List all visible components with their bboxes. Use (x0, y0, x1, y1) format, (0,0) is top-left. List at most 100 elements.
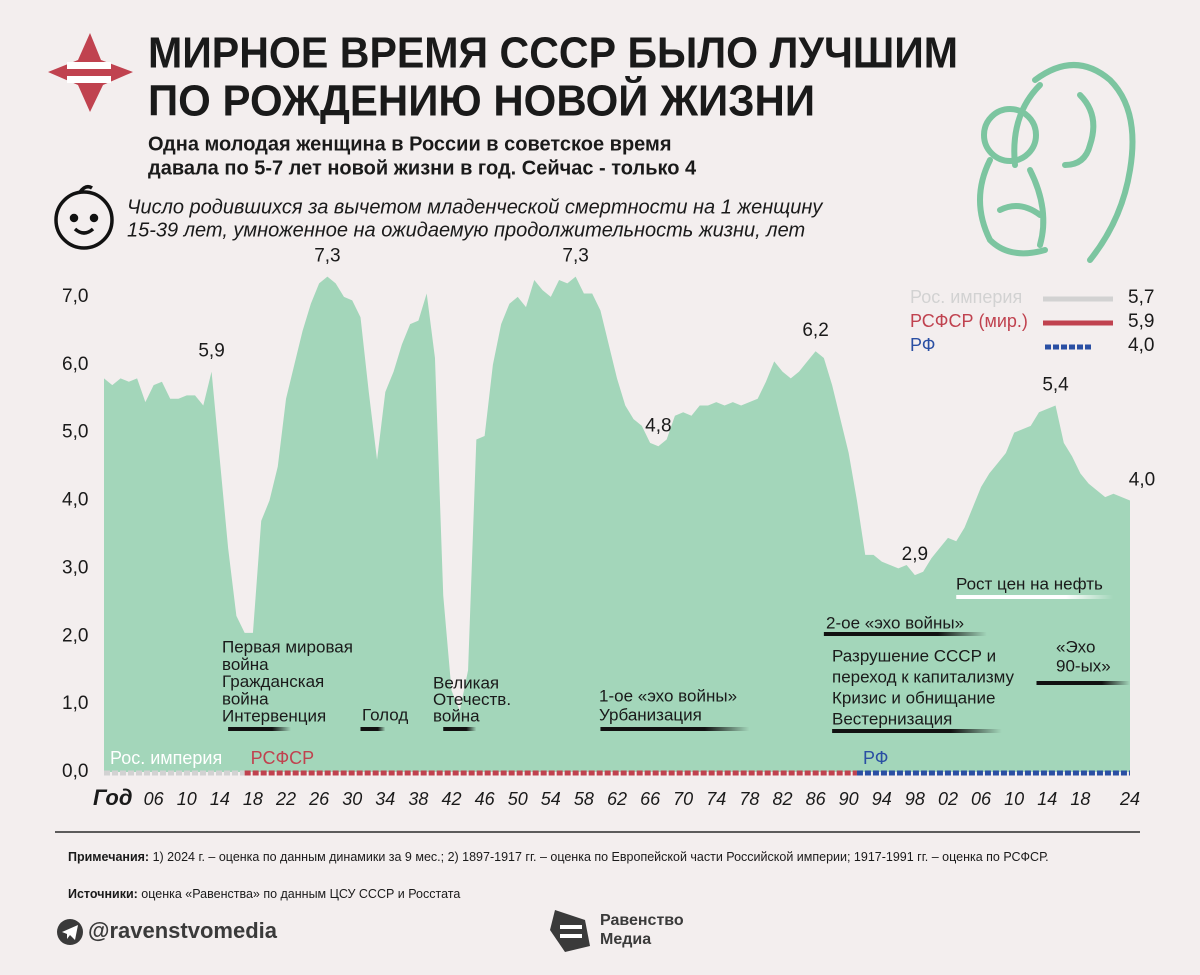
event-label: Вестернизация (832, 709, 952, 728)
point-label: 4,0 (1129, 470, 1155, 491)
x-tick-label: 34 (375, 789, 395, 809)
legend-label: РФ (910, 335, 936, 355)
x-tick-label: 90 (839, 789, 859, 809)
x-tick-label: 14 (1037, 789, 1057, 809)
event-label: Интервенция (222, 707, 326, 726)
event-label: «Эхо (1056, 637, 1095, 656)
x-tick-label: 26 (308, 789, 330, 809)
period-label: Рос. империя (110, 748, 222, 768)
event-label: Разрушение СССР и (832, 646, 996, 665)
y-tick-label: 2,0 (62, 625, 88, 646)
x-tick-label: 18 (1070, 789, 1090, 809)
event-bar (956, 595, 1114, 599)
subtitle: давала по 5-7 лет новой жизни в год. Сей… (148, 157, 697, 179)
point-label: 7,3 (314, 246, 340, 267)
x-tick-label: 82 (772, 789, 792, 809)
x-tick-label: 50 (508, 789, 528, 809)
event-label: 2-ое «эхо войны» (826, 613, 964, 632)
mother-illustration (977, 62, 1136, 263)
event-bar (600, 727, 750, 731)
y-tick-label: 6,0 (62, 354, 88, 375)
x-tick-label: 10 (1004, 789, 1024, 809)
event-label: Урбанизация (599, 705, 702, 724)
logo-text: Медиа (600, 931, 651, 948)
event-label: война (222, 655, 269, 674)
y-tick-label: 5,0 (62, 422, 88, 443)
logo-shape (550, 910, 590, 952)
x-tick-label: 18 (243, 789, 263, 809)
x-tick-label: 86 (806, 789, 827, 809)
notes: Примечания: 1) 2024 г. – оценка по данны… (68, 850, 1108, 865)
logo-text: Равенство (600, 912, 684, 929)
x-tick-label: 62 (607, 789, 627, 809)
event-bar (1036, 681, 1130, 685)
x-tick-label: 78 (739, 789, 759, 809)
legend-label: Рос. империя (910, 287, 1022, 307)
x-tick-label: 10 (177, 789, 197, 809)
x-axis-label: Год (93, 785, 132, 810)
logo-icon (550, 910, 590, 952)
y-tick-label: 4,0 (62, 490, 88, 511)
x-tick-label: 42 (442, 789, 462, 809)
event-bar (823, 632, 987, 636)
baby-icon (54, 184, 114, 250)
x-tick-label: 70 (673, 789, 693, 809)
telegram-plane (62, 925, 78, 940)
event-label: 90-ых» (1056, 656, 1111, 675)
event-bar (360, 727, 386, 731)
event-label: Кризис и обнищание (832, 688, 995, 707)
point-label: 5,4 (1042, 375, 1069, 396)
x-tick-label: 74 (706, 789, 726, 809)
x-tick-label: 58 (574, 789, 594, 809)
event-label: Отечеств. (433, 690, 511, 709)
title: ПО РОЖДЕНИЮ НОВОЙ ЖИЗНИ (148, 75, 815, 126)
event-label: Первая мировая (222, 637, 353, 656)
x-tick-label: 14 (210, 789, 230, 809)
sources-text: оценка «Равенства» по данным ЦСУ СССР и … (141, 887, 461, 901)
logo-bar (560, 934, 582, 938)
x-tick-label: 98 (905, 789, 925, 809)
legend-value: 5,9 (1128, 311, 1154, 332)
x-tick-label: 66 (640, 789, 661, 809)
description: 15-39 лет, умноженное на ожидаемую продо… (127, 219, 805, 241)
x-tick-label: 54 (541, 789, 561, 809)
event-bar (832, 729, 1002, 733)
legend-label: РСФСР (мир.) (910, 311, 1028, 331)
y-tick-label: 7,0 (62, 286, 88, 307)
telegram-icon (57, 919, 83, 945)
point-label: 5,9 (198, 341, 224, 362)
event-bar (228, 727, 291, 731)
event-label: 1-ое «эхо войны» (599, 686, 737, 705)
event-label: война (433, 706, 480, 725)
logo-bar (560, 925, 582, 929)
event-label: Великая (433, 673, 499, 692)
event-label: Гражданская (222, 672, 324, 691)
y-tick-label: 0,0 (62, 761, 88, 782)
sources: Источники: оценка «Равенства» по данным … (68, 887, 1108, 902)
notes-label: Примечания: (68, 850, 150, 864)
x-tick-label: 02 (938, 789, 958, 809)
y-tick-label: 1,0 (62, 693, 88, 714)
handle: @ravenstvomedia (88, 918, 278, 943)
point-label: 6,2 (802, 320, 828, 341)
x-tick-label: 24 (1119, 789, 1140, 809)
x-tick-label: 94 (872, 789, 892, 809)
y-tick-label: 3,0 (62, 557, 88, 578)
x-tick-label: 06 (144, 789, 165, 809)
x-tick-label: 38 (408, 789, 428, 809)
event-bar (443, 727, 477, 731)
legend-value: 5,7 (1128, 287, 1154, 308)
period-label: РФ (863, 748, 889, 768)
event-label: война (222, 689, 269, 708)
event-label: Голод (362, 705, 408, 724)
notes-text: 1) 2024 г. – оценка по данным динамики з… (152, 850, 1049, 864)
point-label: 4,8 (645, 415, 671, 436)
area (104, 276, 1130, 772)
point-label: 2,9 (902, 544, 928, 565)
x-tick-label: 06 (971, 789, 992, 809)
x-tick-label: 30 (342, 789, 362, 809)
event-label: переход к капитализму (832, 667, 1014, 686)
period-label: РСФСР (251, 748, 315, 768)
event-label: Рост цен на нефть (956, 574, 1103, 593)
